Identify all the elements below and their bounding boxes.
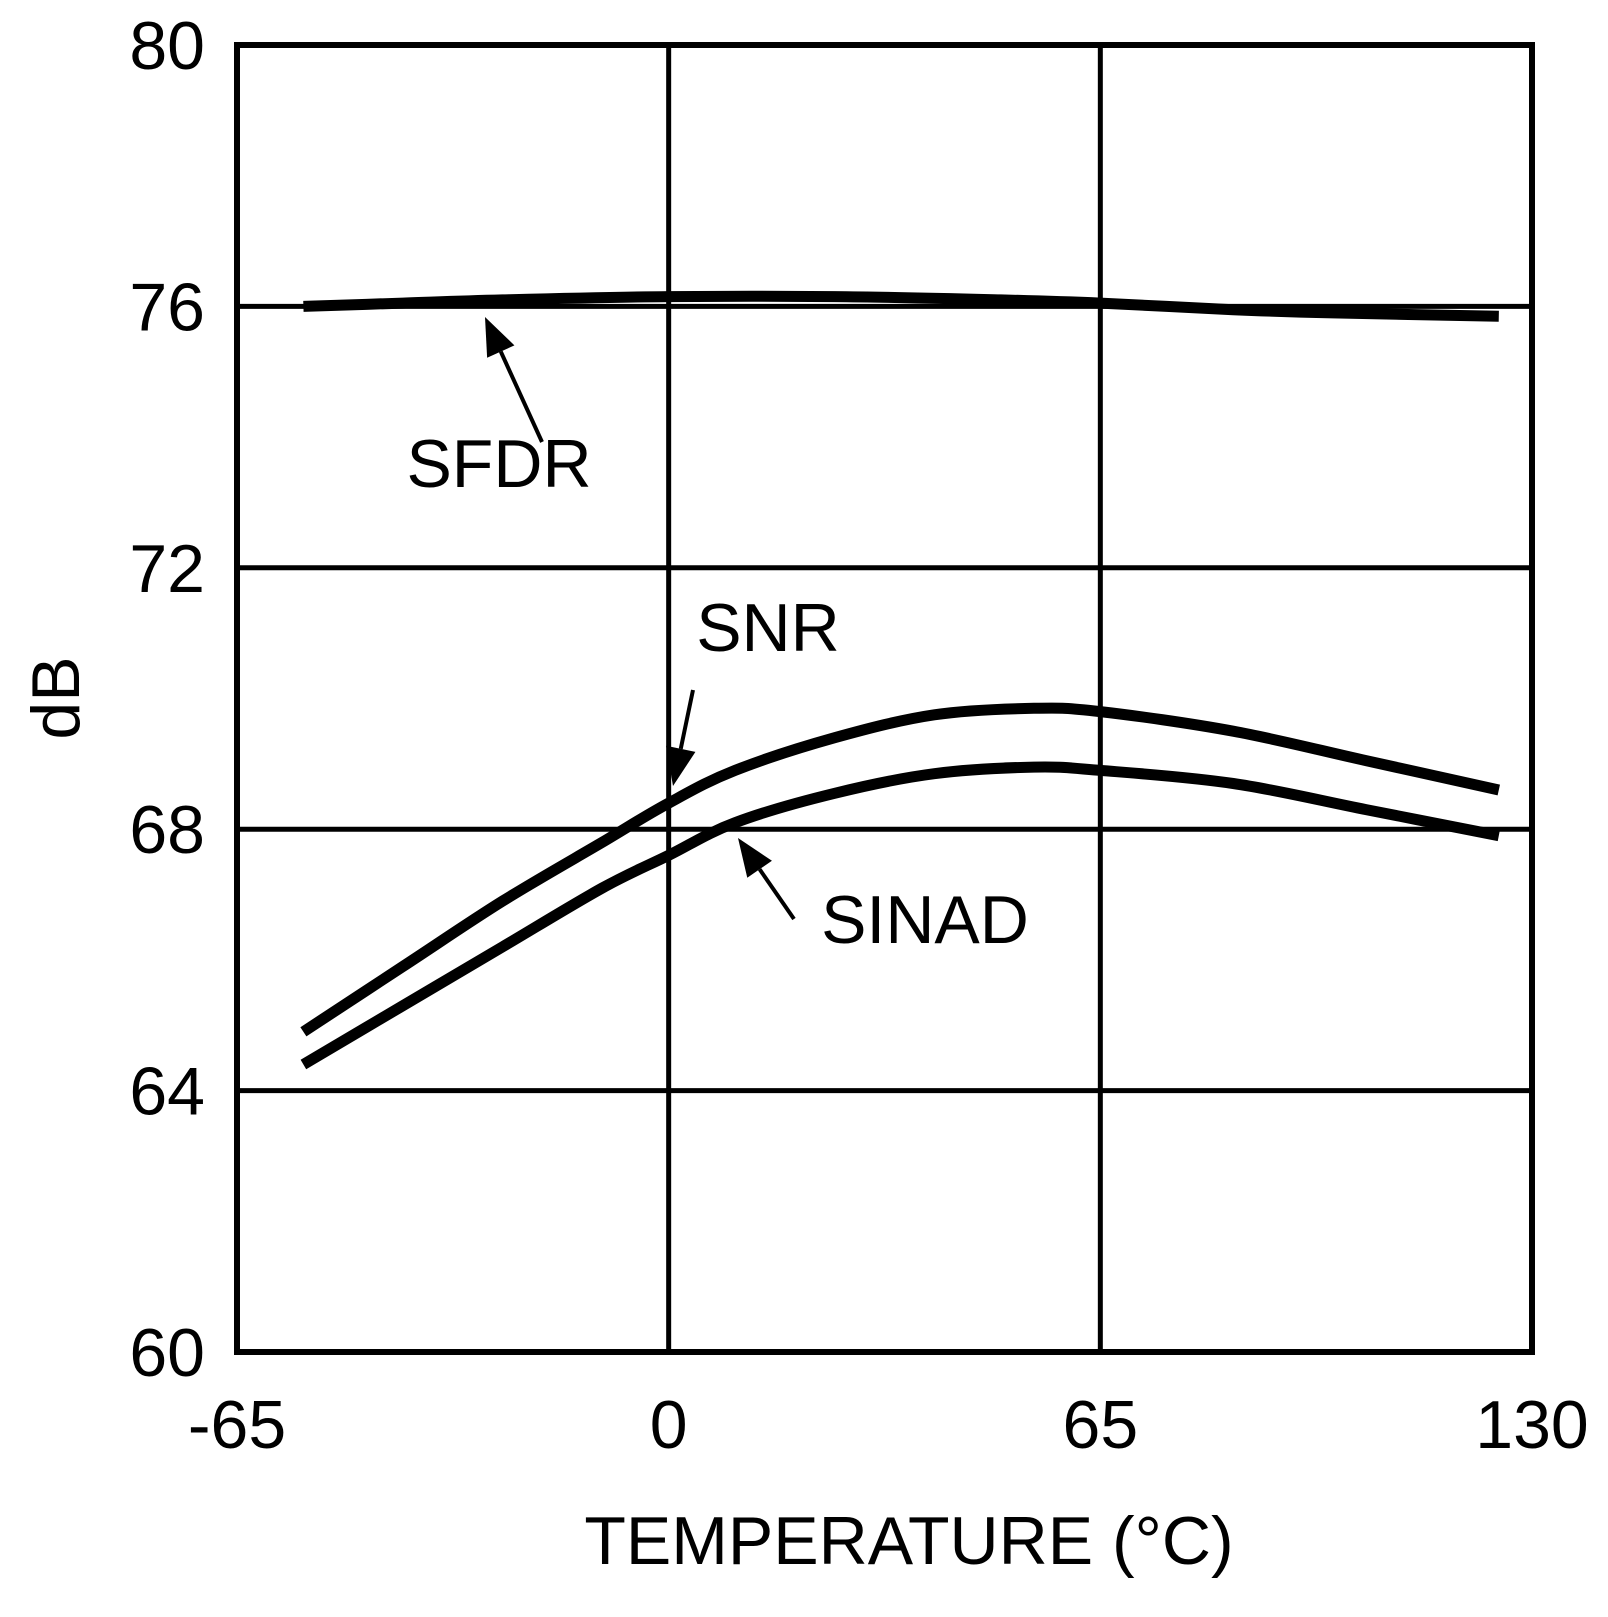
x-tick-label: -65 <box>188 1387 286 1463</box>
series-label-sfdr: SFDR <box>406 426 591 502</box>
y-axis-title: dB <box>18 656 94 739</box>
x-tick-label: 0 <box>650 1387 688 1463</box>
y-tick-labels: 60 64 68 72 76 80 <box>129 8 205 1391</box>
y-tick-label: 76 <box>129 269 205 345</box>
x-tick-label: 65 <box>1063 1387 1139 1463</box>
series-lines <box>300 290 1500 1070</box>
y-tick-label: 64 <box>129 1054 205 1130</box>
x-tick-label: 130 <box>1475 1387 1588 1463</box>
series-label-snr: SNR <box>696 590 840 666</box>
arrow-head-snr <box>666 745 696 786</box>
leader-line-sinad <box>757 868 796 921</box>
arrow-head-sfdr <box>485 317 515 358</box>
grid-lines <box>237 45 1532 1352</box>
series-line-sinad <box>300 761 1500 1070</box>
leader-line-snr <box>678 689 695 750</box>
y-tick-label: 72 <box>129 531 205 607</box>
series-label-sinad: SINAD <box>821 882 1029 958</box>
series-annotations: SFDR SNR SINAD <box>406 317 1029 958</box>
y-tick-label: 60 <box>129 1315 205 1391</box>
leader-line-sfdr <box>498 350 544 443</box>
plot-frame <box>234 42 1535 1355</box>
series-line-sfdr <box>303 290 1499 322</box>
x-tick-labels: -65 0 65 130 <box>188 1387 1589 1463</box>
y-tick-label: 80 <box>129 8 205 84</box>
y-tick-label: 68 <box>129 792 205 868</box>
series-line-snr <box>300 702 1500 1037</box>
arrow-head-sinad <box>738 838 772 878</box>
x-axis-title: TEMPERATURE (°C) <box>584 1503 1233 1579</box>
